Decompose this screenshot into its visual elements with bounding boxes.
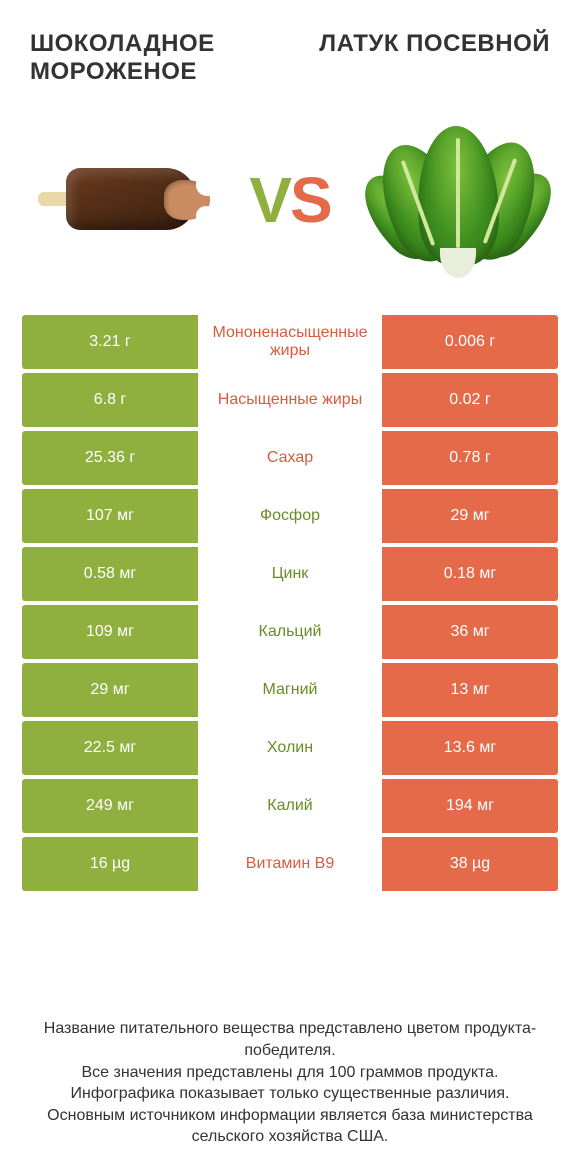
footer-line: Все значения представлены для 100 граммо… (28, 1062, 552, 1084)
left-value-cell: 109 мг (22, 605, 198, 659)
nutrient-label: Фосфор (198, 489, 382, 543)
left-value-cell: 107 мг (22, 489, 198, 543)
nutrient-label: Насыщенные жиры (198, 373, 382, 427)
header: ШОКОЛАДНОЕ МОРОЖЕНОЕ ЛАТУК ПОСЕВНОЙ (0, 0, 580, 95)
lettuce-icon (378, 120, 538, 280)
footer-notes: Название питательного вещества представл… (0, 1018, 580, 1148)
left-product-title: ШОКОЛАДНОЕ МОРОЖЕНОЕ (30, 30, 290, 85)
table-row: 0.58 мгЦинк0.18 мг (22, 547, 558, 601)
left-value-cell: 3.21 г (22, 315, 198, 369)
table-row: 25.36 гСахар0.78 г (22, 431, 558, 485)
right-value-cell: 29 мг (382, 489, 558, 543)
table-row: 16 µgВитамин B938 µg (22, 837, 558, 891)
footer-line: Основным источником информации является … (28, 1105, 552, 1148)
right-value-cell: 36 мг (382, 605, 558, 659)
left-value-cell: 25.36 г (22, 431, 198, 485)
nutrient-label: Кальций (198, 605, 382, 659)
left-value-cell: 6.8 г (22, 373, 198, 427)
footer-line: Название питательного вещества представл… (28, 1018, 552, 1061)
right-product-image (370, 120, 545, 280)
table-row: 6.8 гНасыщенные жиры0.02 г (22, 373, 558, 427)
right-value-cell: 0.78 г (382, 431, 558, 485)
left-value-cell: 249 мг (22, 779, 198, 833)
left-value-cell: 29 мг (22, 663, 198, 717)
icecream-icon (38, 150, 208, 250)
nutrient-label: Холин (198, 721, 382, 775)
nutrient-label: Калий (198, 779, 382, 833)
nutrient-label: Сахар (198, 431, 382, 485)
left-product-image (35, 120, 210, 280)
table-row: 249 мгКалий194 мг (22, 779, 558, 833)
table-row: 3.21 гМононенасыщенные жиры0.006 г (22, 315, 558, 369)
left-value-cell: 0.58 мг (22, 547, 198, 601)
nutrient-label: Витамин B9 (198, 837, 382, 891)
vs-label: VS (249, 163, 330, 237)
vs-s: S (290, 164, 331, 236)
footer-line: Инфографика показывает только существенн… (28, 1083, 552, 1105)
right-value-cell: 0.02 г (382, 373, 558, 427)
right-value-cell: 0.18 мг (382, 547, 558, 601)
comparison-table: 3.21 гМононенасыщенные жиры0.006 г6.8 гН… (0, 315, 580, 891)
right-product-title: ЛАТУК ПОСЕВНОЙ (290, 30, 550, 85)
vs-v: V (249, 164, 290, 236)
left-value-cell: 16 µg (22, 837, 198, 891)
right-value-cell: 194 мг (382, 779, 558, 833)
nutrient-label: Магний (198, 663, 382, 717)
right-value-cell: 13 мг (382, 663, 558, 717)
right-value-cell: 13.6 мг (382, 721, 558, 775)
table-row: 107 мгФосфор29 мг (22, 489, 558, 543)
hero-row: VS (0, 95, 580, 315)
table-row: 22.5 мгХолин13.6 мг (22, 721, 558, 775)
right-value-cell: 38 µg (382, 837, 558, 891)
table-row: 109 мгКальций36 мг (22, 605, 558, 659)
left-value-cell: 22.5 мг (22, 721, 198, 775)
right-value-cell: 0.006 г (382, 315, 558, 369)
table-row: 29 мгМагний13 мг (22, 663, 558, 717)
nutrient-label: Мононенасыщенные жиры (198, 315, 382, 369)
nutrient-label: Цинк (198, 547, 382, 601)
